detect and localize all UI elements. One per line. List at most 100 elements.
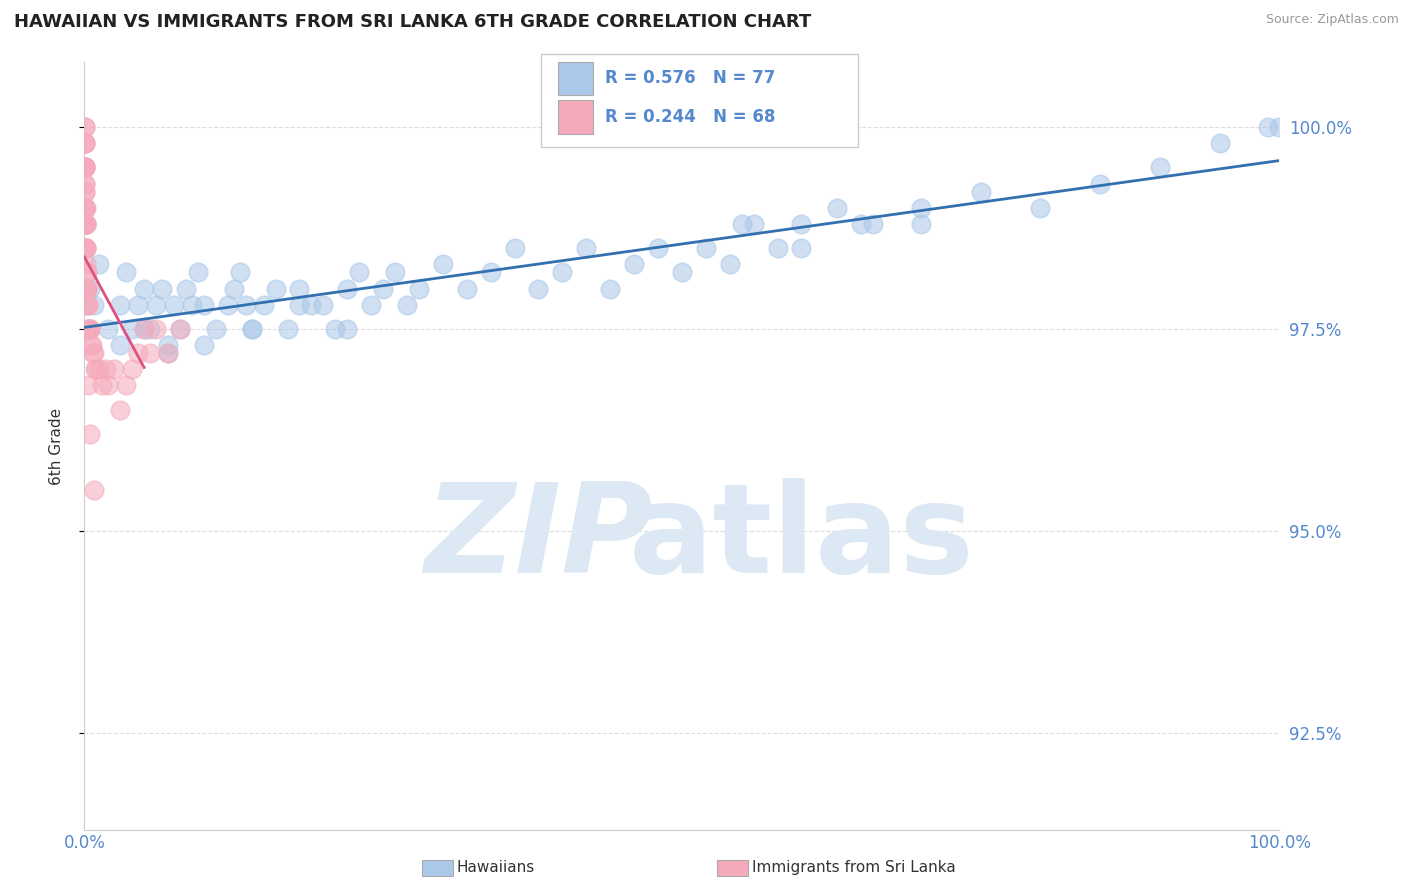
Point [910, 217, 932, 231]
Point [970, 185, 993, 199]
Point [75, 161, 97, 175]
Point [132, 322, 156, 336]
Text: Hawaiians: Hawaiians [457, 861, 536, 875]
Point [75, 241, 97, 255]
Point [103, 362, 125, 376]
Point [479, 265, 502, 279]
Point [79, 281, 101, 295]
Point [127, 346, 149, 360]
Point [73, 161, 96, 175]
Point [110, 338, 132, 352]
Point [695, 241, 717, 255]
Point [623, 257, 645, 271]
Point [790, 217, 813, 231]
Point [121, 362, 143, 376]
Point [132, 322, 156, 336]
Point [83, 483, 105, 498]
Point [360, 298, 382, 312]
Point [599, 281, 621, 295]
Y-axis label: 6th Grade: 6th Grade [49, 408, 63, 484]
Point [73, 201, 96, 215]
Point [396, 298, 419, 312]
Point [229, 265, 252, 279]
Point [527, 281, 550, 295]
Point [121, 322, 143, 336]
Point [75, 161, 97, 175]
Point [75, 241, 97, 255]
Point [75, 177, 97, 191]
Point [75, 281, 97, 295]
Point [288, 298, 311, 312]
Point [73, 136, 96, 151]
Point [75, 241, 97, 255]
Point [731, 217, 754, 231]
Point [73, 120, 96, 134]
Point [349, 265, 371, 279]
Text: atlas: atlas [628, 477, 974, 599]
Point [503, 241, 526, 255]
Text: Source: ZipAtlas.com: Source: ZipAtlas.com [1265, 13, 1399, 27]
Point [75, 177, 97, 191]
Point [73, 185, 96, 199]
Point [139, 346, 162, 360]
Point [82, 346, 104, 360]
Point [575, 241, 598, 255]
Point [83, 346, 105, 360]
Point [742, 217, 765, 231]
Point [87, 257, 110, 271]
Point [83, 298, 105, 312]
Point [80, 338, 103, 352]
Point [76, 265, 98, 279]
Point [75, 201, 97, 215]
Point [235, 298, 257, 312]
Point [87, 362, 110, 376]
Point [671, 265, 693, 279]
Point [1090, 177, 1112, 191]
Point [75, 281, 97, 295]
Point [86, 362, 108, 376]
Point [240, 322, 263, 336]
Text: HAWAIIAN VS IMMIGRANTS FROM SRI LANKA 6TH GRADE CORRELATION CHART: HAWAIIAN VS IMMIGRANTS FROM SRI LANKA 6T… [14, 13, 811, 31]
Point [75, 201, 97, 215]
Text: R = 0.576   N = 77: R = 0.576 N = 77 [605, 70, 775, 87]
Point [75, 298, 97, 312]
Point [766, 241, 789, 255]
Point [222, 281, 245, 295]
Point [1257, 120, 1279, 134]
Point [77, 322, 100, 336]
Point [75, 241, 97, 255]
Point [217, 298, 239, 312]
Point [193, 338, 215, 352]
Text: ZIP: ZIP [425, 477, 652, 599]
Point [157, 346, 180, 360]
Point [145, 322, 167, 336]
Point [169, 322, 191, 336]
Point [1268, 120, 1291, 134]
Point [73, 217, 96, 231]
Point [73, 136, 96, 151]
Point [862, 217, 884, 231]
Point [73, 161, 96, 175]
Point [76, 281, 98, 295]
Point [75, 217, 97, 231]
Point [264, 281, 287, 295]
Point [1209, 136, 1232, 151]
Point [115, 265, 138, 279]
Point [76, 298, 98, 312]
Point [73, 136, 96, 151]
Point [77, 298, 100, 312]
Point [288, 281, 311, 295]
Point [157, 338, 180, 352]
Point [647, 241, 669, 255]
Point [75, 217, 97, 231]
Point [336, 322, 359, 336]
Point [551, 265, 574, 279]
Point [163, 298, 186, 312]
Point [174, 281, 197, 295]
Point [79, 426, 101, 441]
Point [75, 217, 97, 231]
Point [718, 257, 741, 271]
Point [910, 201, 932, 215]
Point [97, 322, 120, 336]
Point [73, 120, 96, 134]
